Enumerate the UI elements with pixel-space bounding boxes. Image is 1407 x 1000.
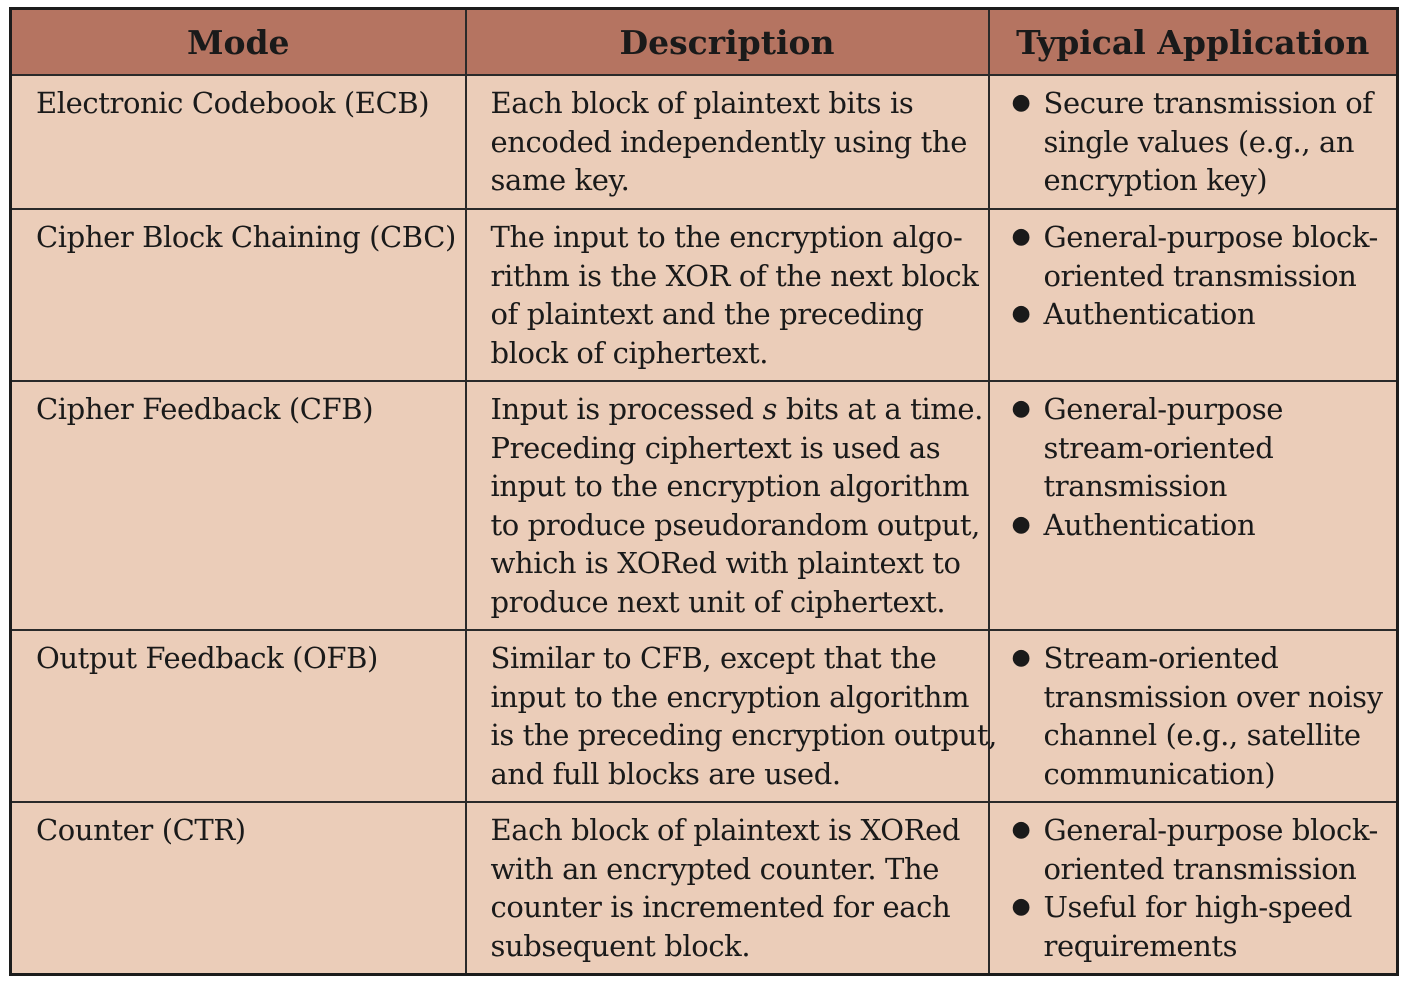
header-description: Description bbox=[464, 7, 990, 76]
header-mode: Mode bbox=[9, 7, 467, 76]
description-line: Similar to CFB, except that the bbox=[490, 641, 937, 675]
bullet-icon: ● bbox=[1011, 224, 1031, 249]
bullet-icon: ● bbox=[1011, 90, 1031, 115]
description-line: input to the encryption algorithm bbox=[490, 679, 970, 714]
description-line: encoded independently using the bbox=[490, 124, 968, 159]
table-row: Counter (CTR) Each block of plaintext is… bbox=[9, 801, 1399, 976]
application-cell: ● General-purpose stream-oriented transm… bbox=[987, 380, 1399, 631]
mode-cell: Cipher Feedback (CFB) bbox=[9, 380, 467, 631]
description-line: block of ciphertext. bbox=[490, 335, 769, 370]
header-row: Mode Description Typical Application bbox=[9, 7, 1399, 76]
description-line: and full blocks are used. bbox=[490, 756, 842, 791]
application-line: single values (e.g., an bbox=[1043, 124, 1355, 159]
application-line: stream-oriented bbox=[1043, 430, 1274, 465]
mode-name: Output Feedback (OFB) bbox=[36, 641, 378, 675]
application-line: General-purpose block- bbox=[1043, 220, 1379, 254]
application-line: channel (e.g., satellite bbox=[1043, 718, 1362, 752]
application-bullet-item: ● Useful for high-speed requirements bbox=[1012, 888, 1387, 965]
description-line: with an encrypted counter. The bbox=[490, 851, 940, 886]
application-bullet-item: ● General-purpose block- oriented transm… bbox=[1012, 811, 1387, 888]
description-line: The input to the encryption algo- bbox=[490, 220, 963, 254]
mode-cell: Electronic Codebook (ECB) bbox=[9, 74, 467, 210]
application-line: Stream-oriented bbox=[1043, 641, 1279, 675]
table-row: Cipher Block Chaining (CBC) The input to… bbox=[9, 208, 1399, 382]
application-line: communication) bbox=[1043, 756, 1276, 791]
application-bullet-item: ● Authentication bbox=[1012, 295, 1387, 334]
application-bullet-item: ● Secure transmission of single values (… bbox=[1012, 84, 1387, 200]
table-row: Cipher Feedback (CFB) Input is processed… bbox=[9, 380, 1399, 631]
application-bullet-item: ● General-purpose block- oriented transm… bbox=[1012, 218, 1387, 295]
application-cell: ● General-purpose block- oriented transm… bbox=[987, 801, 1399, 976]
description-line: is the preceding encryption output, bbox=[490, 718, 998, 752]
description-cell: Similar to CFB, except that the input to… bbox=[464, 629, 998, 803]
description-line-with-italic: Input is processed s bits at a time. bbox=[490, 392, 984, 426]
description-line: Each block of plaintext bits is bbox=[490, 86, 914, 120]
description-cell: Each block of plaintext bits is encoded … bbox=[464, 74, 990, 210]
description-line: produce next unit of ciphertext. bbox=[490, 584, 946, 619]
application-line: oriented transmission bbox=[1043, 851, 1357, 886]
mode-cell: Cipher Block Chaining (CBC) bbox=[9, 208, 467, 382]
bullet-icon: ● bbox=[1011, 894, 1031, 919]
mode-name: Electronic Codebook (ECB) bbox=[36, 86, 430, 120]
header-typical-application: Typical Application bbox=[987, 7, 1399, 76]
description-cell: Each block of plaintext is XORed with an… bbox=[464, 801, 990, 976]
application-line: Authentication bbox=[1043, 297, 1256, 331]
application-line: transmission bbox=[1043, 469, 1228, 503]
description-line: input to the encryption algorithm bbox=[490, 469, 970, 503]
application-line: Useful for high-speed bbox=[1043, 890, 1353, 924]
mode-cell: Output Feedback (OFB) bbox=[9, 629, 467, 803]
description-line: to produce pseudorandom output, bbox=[490, 507, 981, 542]
description-cell: The input to the encryption algo- rithm … bbox=[464, 208, 990, 382]
bullet-icon: ● bbox=[1011, 396, 1031, 421]
application-bullet-item: ● General-purpose stream-oriented transm… bbox=[1012, 390, 1387, 506]
description-cell: Input is processed s bits at a time. Pre… bbox=[464, 380, 990, 631]
description-line: same key. bbox=[490, 163, 630, 197]
bullet-icon: ● bbox=[1011, 645, 1031, 670]
bullet-icon: ● bbox=[1011, 301, 1031, 326]
table-row: Electronic Codebook (ECB) Each block of … bbox=[9, 74, 1399, 210]
application-line: encryption key) bbox=[1043, 163, 1268, 197]
mode-name: Cipher Block Chaining (CBC) bbox=[36, 220, 456, 254]
mode-cell: Counter (CTR) bbox=[9, 801, 467, 976]
italic-s: s bbox=[762, 392, 778, 426]
application-line: requirements bbox=[1043, 928, 1238, 963]
application-line: Secure transmission of bbox=[1043, 86, 1374, 120]
application-bullet-item: ● Authentication bbox=[1012, 506, 1387, 545]
description-line: Preceding ciphertext is used as bbox=[490, 430, 941, 465]
description-line: Each block of plaintext is XORed bbox=[490, 813, 961, 847]
mode-name: Counter (CTR) bbox=[36, 813, 246, 847]
mode-name: Cipher Feedback (CFB) bbox=[36, 392, 374, 426]
application-line: General-purpose bbox=[1043, 392, 1284, 426]
application-line: Authentication bbox=[1043, 507, 1256, 542]
description-line: of plaintext and the preceding bbox=[490, 297, 924, 331]
bullet-icon: ● bbox=[1011, 511, 1031, 537]
application-cell: ● General-purpose block- oriented transm… bbox=[987, 208, 1399, 382]
application-bullet-item: ● Stream-oriented transmission over nois… bbox=[1012, 639, 1387, 793]
application-cell: ● Secure transmission of single values (… bbox=[987, 74, 1399, 210]
application-cell: ● Stream-oriented transmission over nois… bbox=[987, 629, 1399, 803]
application-line: oriented transmission bbox=[1043, 258, 1357, 293]
description-line: counter is incremented for each bbox=[490, 890, 951, 924]
description-line: which is XORed with plaintext to bbox=[490, 546, 961, 580]
bullet-icon: ● bbox=[1011, 817, 1031, 842]
table-row: Output Feedback (OFB) Similar to CFB, ex… bbox=[9, 629, 1399, 803]
modes-table: Mode Description Typical Application Ele… bbox=[9, 7, 1399, 976]
application-line: transmission over noisy bbox=[1043, 679, 1384, 714]
application-line: General-purpose block- bbox=[1043, 813, 1379, 847]
description-line: rithm is the XOR of the next block bbox=[490, 258, 979, 293]
description-line: subsequent block. bbox=[490, 928, 751, 963]
